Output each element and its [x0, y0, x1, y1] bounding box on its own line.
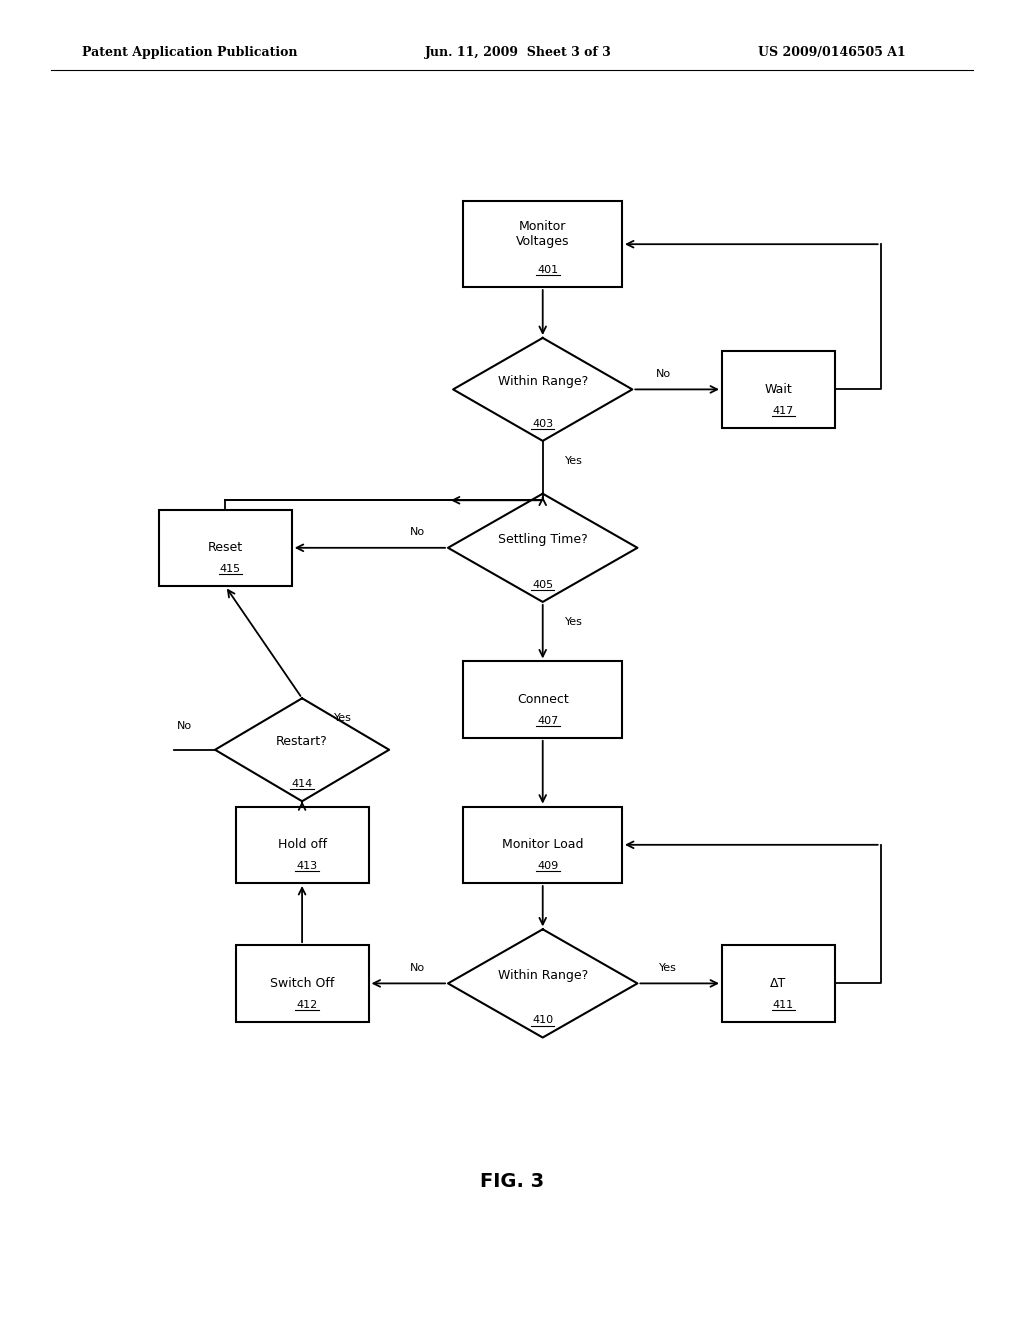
Text: US 2009/0146505 A1: US 2009/0146505 A1: [758, 46, 905, 59]
Text: 417: 417: [773, 405, 794, 416]
Text: 407: 407: [538, 715, 558, 726]
Text: Wait: Wait: [764, 383, 793, 396]
Polygon shape: [449, 494, 637, 602]
Text: Monitor
Voltages: Monitor Voltages: [516, 219, 569, 248]
Text: ΔT: ΔT: [770, 977, 786, 990]
Text: 405: 405: [532, 579, 553, 590]
Text: 410: 410: [532, 1015, 553, 1026]
Polygon shape: [449, 929, 637, 1038]
FancyBboxPatch shape: [463, 807, 623, 883]
Text: Connect: Connect: [517, 693, 568, 706]
Text: Jun. 11, 2009  Sheet 3 of 3: Jun. 11, 2009 Sheet 3 of 3: [425, 46, 611, 59]
Polygon shape: [215, 698, 389, 801]
Text: Yes: Yes: [334, 713, 352, 723]
Text: Yes: Yes: [564, 616, 583, 627]
Text: 409: 409: [538, 861, 558, 871]
Text: Within Range?: Within Range?: [498, 375, 588, 388]
FancyBboxPatch shape: [236, 807, 369, 883]
Text: 411: 411: [773, 999, 794, 1010]
FancyBboxPatch shape: [463, 661, 623, 738]
Text: Yes: Yes: [564, 455, 583, 466]
FancyBboxPatch shape: [722, 945, 835, 1022]
Text: Restart?: Restart?: [276, 735, 328, 748]
Text: 414: 414: [292, 779, 312, 789]
Text: No: No: [410, 962, 425, 973]
FancyBboxPatch shape: [722, 351, 835, 428]
Text: No: No: [177, 721, 191, 731]
FancyBboxPatch shape: [159, 510, 292, 586]
Text: 413: 413: [297, 861, 317, 871]
Text: Yes: Yes: [659, 962, 677, 973]
Text: No: No: [655, 368, 671, 379]
FancyBboxPatch shape: [236, 945, 369, 1022]
Text: No: No: [410, 527, 425, 537]
Text: FIG. 3: FIG. 3: [480, 1172, 544, 1191]
Text: Monitor Load: Monitor Load: [502, 838, 584, 851]
Text: Patent Application Publication: Patent Application Publication: [82, 46, 297, 59]
Polygon shape: [453, 338, 633, 441]
Text: Settling Time?: Settling Time?: [498, 533, 588, 546]
Text: 412: 412: [297, 999, 317, 1010]
Text: Reset: Reset: [208, 541, 243, 554]
Text: 401: 401: [538, 265, 558, 275]
Text: 415: 415: [220, 564, 241, 574]
Text: Within Range?: Within Range?: [498, 969, 588, 982]
Text: 403: 403: [532, 418, 553, 429]
Text: Hold off: Hold off: [278, 838, 327, 851]
FancyBboxPatch shape: [463, 202, 623, 288]
Text: Switch Off: Switch Off: [270, 977, 334, 990]
